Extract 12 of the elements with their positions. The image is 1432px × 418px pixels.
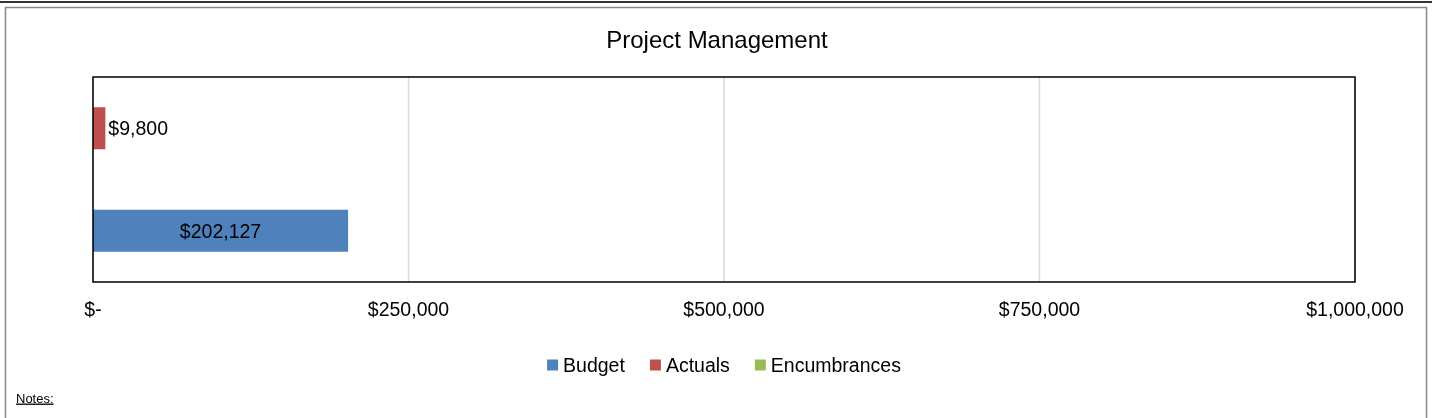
chart-title: Project Management <box>606 26 829 54</box>
x-tick-label: $750,000 <box>998 297 1081 320</box>
x-tick-label: $1,000,000 <box>1306 297 1404 320</box>
legend-label: Encumbrances <box>770 353 902 376</box>
legend-label: Actuals <box>665 353 731 376</box>
x-tick-label: $- <box>84 297 102 320</box>
data-label: $202,127 <box>179 219 262 242</box>
x-tick-label: $500,000 <box>683 297 765 320</box>
text: Notes: <box>16 390 54 406</box>
legend-label: Budget <box>563 353 626 376</box>
data-label: $9,800 <box>108 117 169 140</box>
x-tick-label: $250,000 <box>367 297 450 320</box>
